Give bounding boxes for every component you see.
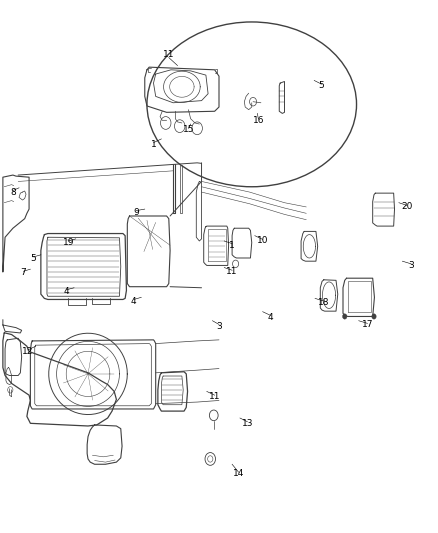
Text: 14: 14 bbox=[233, 470, 244, 478]
Text: 5: 5 bbox=[319, 81, 325, 90]
Text: 15: 15 bbox=[183, 125, 194, 134]
Text: 17: 17 bbox=[362, 320, 373, 329]
Text: 9: 9 bbox=[133, 208, 139, 217]
Text: 4: 4 bbox=[64, 287, 69, 296]
Text: 8: 8 bbox=[10, 188, 16, 197]
Text: 11: 11 bbox=[209, 392, 220, 401]
Text: 19: 19 bbox=[63, 238, 74, 247]
Text: 13: 13 bbox=[242, 419, 253, 428]
Text: 11: 11 bbox=[226, 268, 238, 276]
Text: 11: 11 bbox=[163, 51, 174, 59]
Text: 3: 3 bbox=[216, 321, 222, 330]
Text: 12: 12 bbox=[22, 347, 33, 356]
Text: 7: 7 bbox=[21, 269, 26, 277]
Text: 1: 1 bbox=[229, 241, 235, 250]
Text: 4: 4 bbox=[268, 312, 273, 321]
Text: 18: 18 bbox=[318, 298, 329, 307]
Circle shape bbox=[343, 314, 347, 319]
Text: 4: 4 bbox=[131, 296, 137, 305]
Text: 3: 3 bbox=[408, 261, 414, 270]
Text: 20: 20 bbox=[401, 203, 413, 212]
Text: 1: 1 bbox=[151, 140, 156, 149]
Circle shape bbox=[372, 314, 376, 319]
Text: 16: 16 bbox=[253, 116, 264, 125]
Text: 10: 10 bbox=[257, 237, 268, 246]
Text: 5: 5 bbox=[31, 254, 36, 263]
